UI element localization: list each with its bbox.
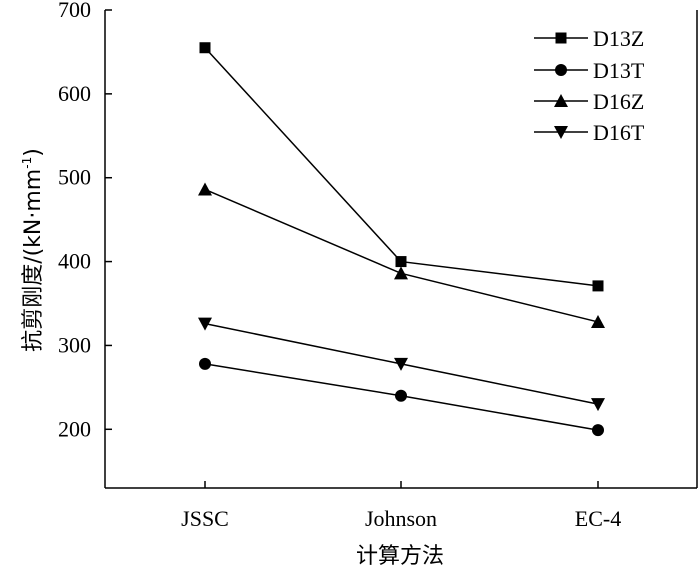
y-ticks: 200 300 400 500 600 700 xyxy=(58,0,112,441)
legend-marker xyxy=(554,126,568,139)
series-layer xyxy=(198,42,605,437)
y-axis-title-main: 抗剪刚度/(kN·mm xyxy=(21,169,46,352)
x-axis-title: 计算方法 xyxy=(356,544,444,569)
legend-label: D16T xyxy=(593,120,645,145)
data-point-d16t xyxy=(591,398,605,412)
series-d16z xyxy=(198,182,605,328)
y-tick-label: 500 xyxy=(58,165,91,190)
legend-item-d16z: D16Z xyxy=(534,89,644,114)
y-axis-title-tail: ) xyxy=(21,148,46,157)
legend-item-d16t: D16T xyxy=(534,120,645,145)
legend-item-d13t: D13T xyxy=(534,58,645,83)
y-tick-label: 700 xyxy=(58,0,91,22)
data-point-d16z xyxy=(591,314,605,328)
y-axis-title-sup: -1 xyxy=(20,157,34,169)
data-point-d13t xyxy=(199,357,211,370)
legend-marker xyxy=(555,32,567,44)
legend-marker xyxy=(555,64,567,76)
y-tick-label: 600 xyxy=(58,81,91,106)
legend-label: D13T xyxy=(593,58,645,83)
x-tick-label: JSSC xyxy=(181,506,229,531)
legend: D13Z D13T D16Z D16T xyxy=(534,26,645,145)
legend-item-d13z: D13Z xyxy=(534,26,644,51)
data-point-d13t xyxy=(395,389,407,402)
data-point-d13z xyxy=(199,42,211,54)
x-tick-label: EC-4 xyxy=(575,506,621,531)
data-point-d13z xyxy=(592,280,604,292)
data-point-d16t xyxy=(394,357,408,371)
series-d13z xyxy=(199,42,604,292)
legend-label: D13Z xyxy=(593,26,644,51)
x-ticks: JSSC Johnson EC-4 xyxy=(181,481,621,531)
data-point-d16z xyxy=(198,182,212,196)
series-d16t xyxy=(198,317,605,412)
data-point-d16t xyxy=(198,317,212,331)
y-tick-label: 300 xyxy=(58,332,91,357)
data-point-d16z xyxy=(394,266,408,280)
x-tick-label: Johnson xyxy=(365,506,437,531)
series-d13t xyxy=(199,357,604,437)
data-point-d13t xyxy=(592,424,604,437)
series-line-d13z xyxy=(204,47,599,287)
data-point-d13z xyxy=(395,256,407,268)
legend-label: D16Z xyxy=(593,89,644,114)
series-line-d16z xyxy=(204,188,599,323)
legend-marker xyxy=(554,94,568,107)
y-tick-label: 200 xyxy=(58,416,91,441)
y-axis-title: 抗剪刚度/(kN·mm-1) xyxy=(20,148,46,352)
y-tick-label: 400 xyxy=(58,249,91,274)
